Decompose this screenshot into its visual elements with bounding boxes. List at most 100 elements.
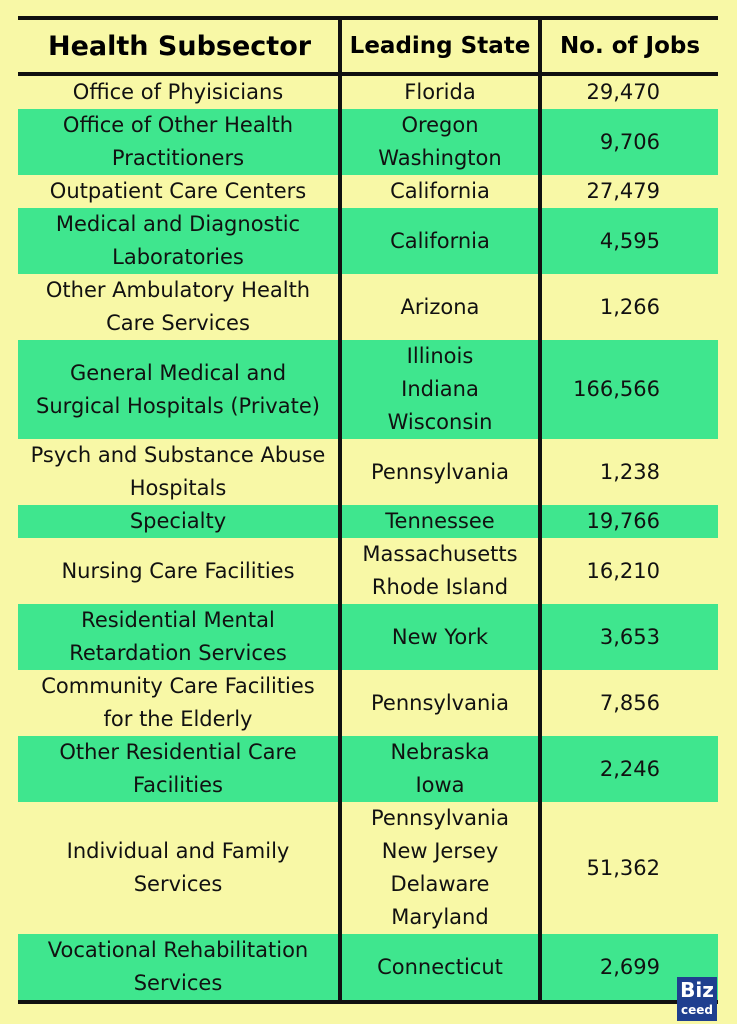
cell-line: Indiana (401, 377, 479, 401)
jobs-table: Health Subsector Leading State No. of Jo… (18, 16, 718, 1004)
table-row: Other Residential Care Facilities Nebraska… (18, 736, 718, 802)
logo-text: ceed (681, 1003, 713, 1017)
table-cell: 27,479 (586, 179, 660, 203)
table-cell: Medical and Diagnostic Laboratories (18, 208, 340, 274)
table-cell: Vocational Rehabilitation Services (18, 934, 340, 1002)
cell-line: Medical and Diagnostic (55, 212, 301, 236)
cell-line: New Jersey (381, 839, 499, 863)
cell-line: New York (391, 624, 489, 649)
table-cell: New York (338, 604, 542, 670)
cell-line: Pennsylvania (371, 690, 509, 715)
cell-line: Iowa (415, 773, 465, 797)
table-cell: Pennsylvania (338, 439, 542, 505)
cell-line: Facilities (133, 773, 223, 797)
table-row: General Medical and Surgical Hospitals (P… (18, 340, 718, 439)
cell-line: Practitioners (111, 146, 245, 170)
cell-line: Tennessee (385, 509, 495, 533)
table-body: Office of Phyisicians Florida 29,470 Office… (18, 74, 718, 1002)
table-cell: Nursing Care Facilities (18, 538, 340, 604)
table-cell: Connecticut (338, 934, 542, 1002)
table-cell: California (338, 208, 542, 274)
table-cell: Massachusetts Rhode Island (338, 538, 542, 604)
table-cell: Residential Mental Retardation Services (18, 604, 340, 670)
cell-line: Laboratories (112, 245, 244, 269)
cell-line: Residential Mental (81, 608, 275, 632)
cell-line: Pennsylvania (371, 459, 509, 484)
table-row: Office of Phyisicians Florida 29,470 (18, 74, 718, 109)
table-cell: Other Residential Care Facilities (18, 736, 340, 802)
table-cell: General Medical and Surgical Hospitals (P… (18, 340, 340, 439)
table-cell: 29,470 (586, 80, 660, 104)
cell-line: California (390, 179, 490, 203)
table-row: Specialty Tennessee 19,766 (18, 505, 718, 538)
header-cell: Leading State (338, 18, 542, 76)
cell-line: Vocational Rehabilitation (47, 938, 309, 962)
cell-line: Surgical Hospitals (Private) (36, 393, 320, 418)
cell-line: Nebraska (390, 740, 490, 764)
table-cell: Illinois Indiana Wisconsin (338, 340, 542, 439)
cell-line: Other Residential Care (59, 740, 297, 764)
table-cell: 2,699 (540, 934, 718, 1002)
logo: Biz ceed (677, 977, 717, 1021)
cell-line: Specialty (129, 509, 227, 533)
table-cell: 9,706 (540, 109, 718, 175)
table-row: Psych and Substance Abuse Hospitals Pennsy… (18, 439, 718, 505)
table-row: Residential Mental Retardation Services Ne… (18, 604, 718, 670)
cell-line: Wisconsin (387, 410, 493, 434)
header-cell: Health Subsector (18, 18, 340, 76)
table-cell: Office of Phyisicians (18, 74, 340, 109)
cell-line: Individual and Family (66, 839, 290, 863)
table-cell: 51,362 (586, 855, 660, 880)
cell-line: Psych and Substance Abuse (30, 443, 326, 467)
table-cell: 4,595 (540, 208, 718, 274)
table-cell: Other Ambulatory Health Care Services (18, 274, 340, 340)
cell-line: Office of Phyisicians (72, 80, 284, 104)
cell-line: Connecticut (377, 954, 503, 979)
cell-line: Care Services (106, 311, 250, 335)
cell-line: Florida (404, 80, 476, 104)
table-cell: California (338, 175, 542, 208)
cell-line: Illinois (406, 344, 474, 368)
cell-line: Delaware (390, 872, 490, 896)
table-cell: Pennsylvania (338, 670, 542, 736)
table-cell: 1,238 (599, 459, 660, 484)
table-cell: 7,856 (599, 690, 660, 715)
cell-line: Office of Other Health (62, 113, 294, 137)
cell-line: Washington (378, 146, 502, 170)
cell-line: Maryland (391, 905, 489, 929)
cell-line: Rhode Island (371, 575, 509, 599)
table-cell: 16,210 (586, 558, 660, 583)
cell-line: for the Elderly (103, 707, 253, 731)
table-cell: 1,266 (599, 294, 660, 319)
table-cell: 2,246 (540, 736, 718, 802)
cell-line: Massachusetts (362, 542, 518, 566)
table-row: Community Care Facilities for the Elderly… (18, 670, 718, 736)
cell-line: Community Care Facilities (41, 674, 315, 698)
cell-line: Other Ambulatory Health (45, 278, 311, 302)
cell-line: Oregon (401, 113, 479, 137)
table-row: Outpatient Care Centers California 27,479 (18, 175, 718, 208)
table-cell: Individual and Family Services (18, 802, 340, 934)
table-row: Office of Other Health Practitioners Orego… (18, 109, 718, 175)
table-cell: Pennsylvania New Jersey Delaware Maryland (338, 802, 542, 934)
table-cell: Community Care Facilities for the Elderly (18, 670, 340, 736)
cell-line: Services (133, 971, 223, 995)
table-cell: Specialty (18, 505, 340, 538)
cell-line: Pennsylvania (371, 806, 509, 830)
table-cell: 3,653 (540, 604, 718, 670)
table-cell: Nebraska Iowa (338, 736, 542, 802)
header-row: Health Subsector Leading State No. of Jo… (18, 18, 718, 76)
table-cell: Florida (338, 74, 542, 109)
table-row: Vocational Rehabilitation Services Connect… (18, 934, 718, 1002)
cell-line: Outpatient Care Centers (49, 179, 307, 203)
table-cell: Outpatient Care Centers (18, 175, 340, 208)
table-cell: Tennessee (338, 505, 542, 538)
table-row: Nursing Care Facilities Massachusetts Rhod… (18, 538, 718, 604)
table-cell: Psych and Substance Abuse Hospitals (18, 439, 340, 505)
logo-text: Biz (680, 978, 714, 1002)
cell-line: Arizona (400, 294, 480, 319)
cell-line: California (390, 228, 490, 253)
cell-line: General Medical and (69, 360, 287, 385)
header-cell: No. of Jobs (540, 18, 718, 76)
